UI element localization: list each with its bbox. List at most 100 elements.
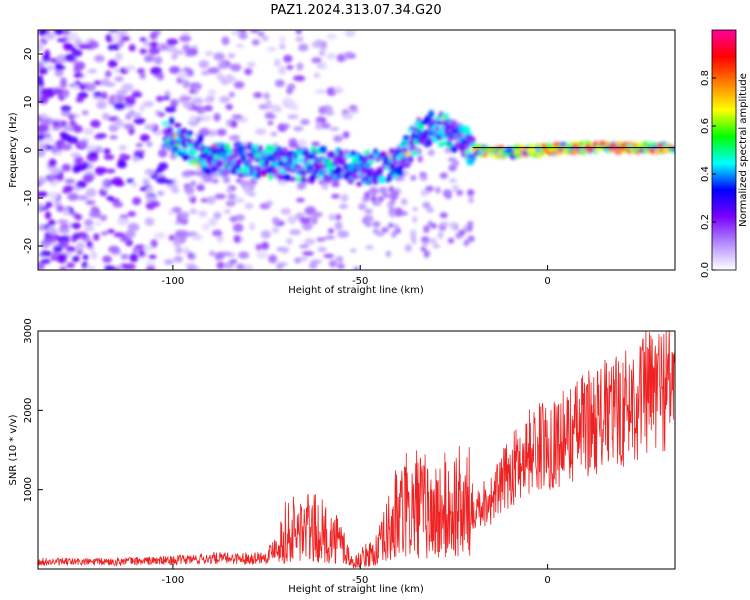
spectrogram-cell-138: [278, 65, 286, 75]
spectrogram-cell-763: [139, 37, 147, 42]
spectrogram-cell-1386: [410, 150, 419, 157]
spectrogram-cell-671: [60, 240, 70, 249]
spectrogram-cell-0: [38, 261, 45, 270]
spectrogram-cell-762: [157, 72, 164, 81]
spectrogram-cell-1126: [277, 160, 285, 167]
spectrogram-cell-664: [311, 57, 322, 64]
spectrogram-cell-30: [189, 180, 197, 187]
spectrogram-cell-851: [410, 174, 417, 181]
spectrogram-cell-229: [312, 211, 323, 218]
spectrogram-cell-54: [120, 253, 129, 260]
spectrogram-cell-592: [154, 56, 163, 65]
spectrogram-cell-712: [116, 89, 128, 97]
spectrogram-cell-1037: [230, 159, 237, 166]
spectrogram-cell-869: [412, 215, 418, 224]
spectrogram-cell-670: [38, 115, 43, 122]
snr-x-ticks: -100 -50 0: [162, 564, 551, 586]
spectrogram-cell-534: [47, 175, 55, 183]
spectrogram-cell-365: [211, 178, 219, 184]
spectrogram-cell-1084: [254, 165, 263, 173]
spectrogram-cell-697: [273, 218, 281, 224]
spectrogram-cell-97: [233, 80, 245, 89]
spectrogram-cell-1444: [440, 133, 447, 140]
spectrogram-cell-136: [171, 188, 180, 194]
spectrogram-cell-219: [38, 66, 49, 75]
spectrogram-cell-780: [122, 35, 131, 42]
spectrogram-cell-834: [447, 157, 457, 163]
spectrogram-cell-647: [75, 96, 84, 103]
spectrogram-cell-580: [238, 251, 250, 259]
spectrogram-cell-723: [111, 34, 122, 42]
spectrogram-cell-83: [207, 67, 220, 74]
spectrogram-cell-586: [348, 105, 358, 110]
spectrogram-cell-557: [271, 226, 280, 234]
spectrogram-cell-871: [451, 184, 460, 193]
spectrogram-cell-385: [280, 207, 291, 215]
topYTicks-label-3: 10: [23, 96, 34, 109]
spectrogram-cell-507: [71, 222, 81, 230]
spectrogram-cell-940: [180, 148, 188, 154]
spectrogram-cell-602: [324, 235, 336, 240]
spectrogram-cell-435: [38, 176, 47, 185]
spectrogram-cell-244: [229, 215, 238, 223]
spectrogram-cell-214: [249, 177, 258, 186]
spectrogram-cell-864: [400, 198, 408, 206]
spectrogram-cell-791: [437, 231, 444, 239]
spectrogram-cell-538: [258, 103, 268, 110]
spectrogram-cell-719: [125, 113, 132, 120]
spectrogram-cell-840: [439, 212, 448, 219]
spectrogram-cell-569: [271, 105, 283, 113]
spectrogram-cell-453: [191, 233, 203, 241]
spectrogram-xlabel: Height of straight line (km): [288, 285, 424, 296]
spectrogram-cell-524: [270, 131, 278, 137]
spectrogram-cell-872: [363, 191, 371, 199]
spectrogram-cell-471: [310, 259, 322, 264]
spectrogram-cell-685: [124, 263, 136, 270]
spectrogram-cell-1360: [397, 164, 404, 171]
spectrogram-cell-347: [133, 117, 146, 125]
spectrogram-cell-300: [340, 193, 349, 203]
spectrogram-cell-1271: [351, 173, 359, 180]
spectrogram-cell-533: [111, 177, 124, 186]
spectrogram-cell-381: [233, 235, 241, 243]
spectrogram-cell-464: [47, 118, 55, 123]
spectrogram-cell-490: [54, 150, 63, 155]
spectrogram-cell-589: [181, 172, 192, 178]
spectrogram-cell-756: [177, 70, 189, 80]
spectrogram-cell-693: [206, 195, 216, 205]
spectrogram-cell-1113: [269, 144, 276, 152]
spectrogram-cell-338: [339, 204, 349, 209]
spectrogram-cell-96: [67, 192, 79, 201]
spectrogram-cell-147: [344, 51, 354, 57]
spectrogram-cell-896: [364, 208, 373, 215]
spectrogram-cell-856: [367, 215, 374, 222]
spectrogram-cell-194: [233, 197, 245, 204]
spectrogram-cell-467: [38, 145, 47, 153]
spectrogram-cell-726: [75, 241, 86, 251]
spectrogram-cell-894: [467, 220, 474, 229]
spectrogram-cell-620: [85, 199, 96, 206]
spectrogram-cell-364: [144, 168, 155, 176]
spectrogram-cell-898: [449, 222, 457, 230]
spectrogram-cell-849: [372, 221, 381, 228]
spectrogram-cell-777: [101, 91, 108, 100]
spectrogram-cell-210: [173, 257, 183, 263]
spectrogram-cell-535: [144, 54, 155, 63]
topYTicks-label-4: 20: [23, 48, 34, 61]
spectrogram-cell-439: [131, 92, 143, 98]
spectrogram-cell-292: [126, 178, 135, 184]
spectrogram-cell-593: [244, 202, 254, 210]
spectrogram-cell-370: [53, 30, 64, 36]
spectrogram-cell-510: [247, 191, 256, 197]
spectrogram-cell-555: [101, 77, 111, 83]
spectrogram-cell-829: [421, 241, 429, 246]
spectrogram-cell-484: [182, 44, 191, 52]
spectrogram-cell-744: [321, 181, 329, 191]
spectrogram-cell-1172: [300, 176, 307, 183]
spectrogram-cell-1447: [442, 113, 450, 119]
spectrogram-cell-706: [139, 72, 146, 80]
spectrogram-cell-761: [47, 225, 57, 235]
spectrogram-cell-648: [62, 42, 74, 49]
spectrogram-cell-250: [266, 46, 277, 52]
